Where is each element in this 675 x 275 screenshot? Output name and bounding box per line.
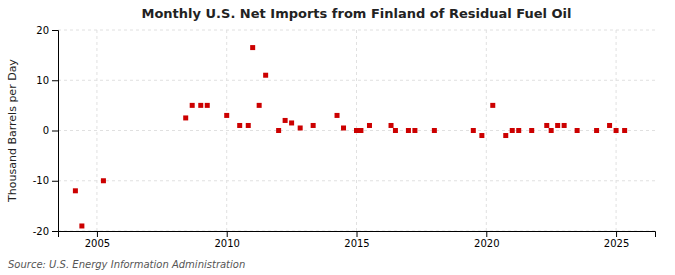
point (516, 128, 521, 133)
y-axis-tick: -10 (33, 175, 58, 186)
point (544, 123, 549, 128)
chart-svg: 2005 2010 2015 2020 2025 -20 -10 0 10 20 Monthly U… (0, 0, 675, 275)
y-axis-tick-mark (52, 231, 58, 232)
y-axis-tick-mark (52, 131, 58, 132)
point (341, 125, 346, 130)
point (490, 103, 495, 108)
point (432, 128, 437, 133)
point (311, 123, 316, 128)
point (510, 128, 515, 133)
y-axis-tick-label: 0 (43, 125, 49, 136)
point (257, 103, 262, 108)
point (298, 125, 303, 130)
y-axis-tick-label: 10 (36, 75, 49, 86)
x-axis-tick-mark (357, 231, 358, 237)
point (198, 103, 203, 108)
x-axis-tick-label: 2025 (604, 238, 629, 249)
x-axis-tick-mark (97, 231, 98, 237)
x-axis-tick-label: 2020 (474, 238, 499, 249)
point (79, 223, 84, 228)
y-axis-tick-mark (52, 80, 58, 81)
point (412, 128, 417, 133)
title: Monthly U.S. Net Imports from Finland of… (142, 6, 572, 21)
point (246, 123, 251, 128)
x-grid-line (96, 30, 97, 231)
point (237, 123, 242, 128)
y-axis-tick: 0 (43, 125, 58, 136)
x-axis-tick: 2005 (85, 231, 110, 249)
y-axis-tick-mark (52, 181, 58, 182)
y-axis-tick: 10 (36, 75, 58, 86)
point (622, 128, 627, 133)
point (389, 123, 394, 128)
x-axis-tick-label: 2015 (344, 238, 369, 249)
point (205, 103, 210, 108)
x-axis-tick-mark (486, 231, 487, 237)
point (190, 103, 195, 108)
x-axis-tick: 2010 (214, 231, 239, 249)
x-axis-tick: 2025 (604, 231, 629, 249)
point (283, 118, 288, 123)
chart-container: 2005 2010 2015 2020 2025 -20 -10 0 10 20 Monthly U… (0, 0, 675, 275)
point (354, 128, 359, 133)
point (594, 128, 599, 133)
points (73, 45, 627, 228)
point (479, 133, 484, 138)
point (335, 113, 340, 118)
point (263, 73, 268, 78)
y-axis-title: Thousand Barrels per Day (6, 59, 19, 203)
point (289, 120, 294, 125)
x-axis-tick-label: 2010 (214, 238, 239, 249)
point (406, 128, 411, 133)
point (614, 128, 619, 133)
grid (58, 30, 655, 231)
x-axis-tick: 2020 (474, 231, 499, 249)
x-axis-tick-mark (616, 231, 617, 237)
y-axis: -20 -10 0 10 20 (33, 25, 59, 237)
y-axis-tick: 20 (36, 25, 58, 36)
point (367, 123, 372, 128)
point (529, 128, 534, 133)
x-axis-tick-mark (227, 231, 228, 237)
point (562, 123, 567, 128)
x-axis: 2005 2010 2015 2020 2025 (59, 231, 656, 249)
x-grid-line (486, 30, 487, 231)
point (575, 128, 580, 133)
point (503, 133, 508, 138)
y-axis-tick: -20 (33, 226, 58, 237)
point (101, 178, 106, 183)
point (393, 128, 398, 133)
y-axis-tick-mark (52, 30, 58, 31)
x-axis-tick: 2015 (344, 231, 369, 249)
y-axis-tick-label: 20 (36, 25, 49, 36)
point (471, 128, 476, 133)
y-axis-tick-label: -10 (33, 175, 49, 186)
point (183, 115, 188, 120)
y-axis-line (52, 31, 59, 232)
x-axis-tick-label: 2005 (85, 238, 110, 249)
point (276, 128, 281, 133)
x-grid-line (226, 30, 227, 231)
point (607, 123, 612, 128)
point (358, 128, 363, 133)
point (250, 45, 255, 50)
point (555, 123, 560, 128)
x-axis-line (59, 232, 656, 238)
point (73, 188, 78, 193)
point (549, 128, 554, 133)
source-note: Source: U.S. Energy Information Administ… (8, 259, 245, 270)
point (224, 113, 229, 118)
y-axis-tick-label: -20 (33, 226, 49, 237)
